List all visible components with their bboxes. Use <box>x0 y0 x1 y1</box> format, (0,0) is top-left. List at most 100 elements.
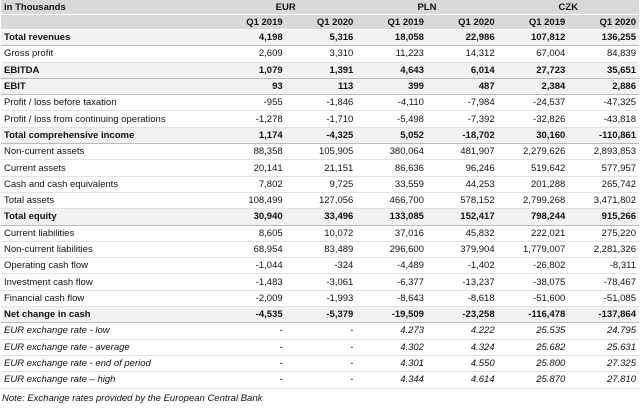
cell-value: -13,237 <box>426 273 498 291</box>
blank <box>1 14 215 30</box>
row-label: Current liabilities <box>1 225 215 242</box>
cell-value: -4,325 <box>285 127 357 145</box>
cell-value: -1,278 <box>215 110 286 128</box>
cell-value: -24,537 <box>497 94 569 112</box>
row-label: Current assets <box>1 159 215 177</box>
currency: EUR <box>215 0 357 15</box>
cell-value: -23,258 <box>426 306 498 324</box>
table-row: Current liabilities 8,605 10,072 37,016 45,8… <box>1 225 639 242</box>
row-label: Net change in cash <box>1 306 215 324</box>
cell-value: 222,021 <box>497 225 569 242</box>
cell-value: 27,723 <box>497 62 569 79</box>
cell-value: 380,064 <box>356 143 427 161</box>
cell-value: 5,052 <box>356 127 427 145</box>
cell-value: 113 <box>285 78 357 96</box>
table-row: EUR exchange rate - low - -4.273 4.222 25.53… <box>1 322 639 340</box>
cell-value: 2,384 <box>497 78 569 96</box>
period: Q1 2020 <box>568 14 639 30</box>
cell-value: 2,609 <box>215 45 286 63</box>
cell-value: -1,402 <box>426 257 498 275</box>
cell-value: -1,846 <box>285 94 357 112</box>
cell-value: 105,905 <box>285 143 357 161</box>
cell-value: -4,535 <box>215 306 286 324</box>
cell-value: -116,478 <box>497 306 569 324</box>
period: Q1 2019 <box>356 14 427 30</box>
cell-value: 1,174 <box>215 127 286 145</box>
cell-value: -32,826 <box>497 110 569 128</box>
table-row: Net change in cash -4,535 -5,379 -19,509 -23… <box>1 306 639 324</box>
row-label: Total comprehensive income <box>1 127 215 145</box>
cell-value: 9,725 <box>285 176 357 193</box>
cell-value: 35,651 <box>568 62 639 79</box>
cell-value: -8,643 <box>356 290 427 308</box>
period: Q1 2020 <box>285 14 357 30</box>
cell-value: 30,940 <box>215 208 286 226</box>
cell-value: -51,085 <box>568 290 639 308</box>
cell-value: 2,799,268 <box>497 192 569 210</box>
row-label: Profit / loss before taxation <box>1 94 215 112</box>
cell-value: -137,864 <box>568 306 639 324</box>
cell-value: - <box>285 339 357 356</box>
cell-value: 4,643 <box>356 62 427 79</box>
cell-value: -110,861 <box>568 127 639 145</box>
cell-value: -51,600 <box>497 290 569 308</box>
cell-value: 4.301 <box>356 355 427 373</box>
cell-value: -7,392 <box>426 110 498 128</box>
cell-value: 578,152 <box>426 192 498 210</box>
cell-value: 25.870 <box>497 371 569 389</box>
cell-value: 20,141 <box>215 159 286 177</box>
table-row: Operating cash flow -1,044 -324 -4,489 -1,40… <box>1 257 639 275</box>
cell-value: 2,279,626 <box>497 143 569 161</box>
row-label: Total assets <box>1 192 215 210</box>
cell-value: 4.550 <box>426 355 498 373</box>
cell-value: 1,391 <box>285 62 357 79</box>
row-label: Operating cash flow <box>1 257 215 275</box>
cell-value: 519,642 <box>497 159 569 177</box>
cell-value: 265,742 <box>568 176 639 193</box>
cell-value: - <box>285 322 357 340</box>
cell-value: 37,016 <box>356 225 427 242</box>
cell-value: 21,151 <box>285 159 357 177</box>
cell-value: 3,471,802 <box>568 192 639 210</box>
table-row: EBITDA 1,079 1,391 4,643 6,014 27,723 35,651 <box>1 62 639 79</box>
cell-value: 14,312 <box>426 45 498 63</box>
cell-value: 1,079 <box>215 62 286 79</box>
table-row: Total comprehensive income 1,174 -4,325 5,0… <box>1 127 639 145</box>
cell-value: 4.324 <box>426 339 498 356</box>
cell-value: 27.325 <box>568 355 639 373</box>
cell-value: 481,907 <box>426 143 498 161</box>
table-row: Non-current assets 88,358 105,905 380,064 48… <box>1 143 639 161</box>
cell-value: -18,702 <box>426 127 498 145</box>
cell-value: -324 <box>285 257 357 275</box>
header-row: in Thousands EUR PLN CZK <box>1 0 639 15</box>
row-label: Investment cash flow <box>1 273 215 291</box>
row-label: Non-current liabilities <box>1 241 215 259</box>
cell-value: -1,044 <box>215 257 286 275</box>
cell-value: 798,244 <box>497 208 569 226</box>
cell-value: -7,984 <box>426 94 498 112</box>
cell-value: 22,986 <box>426 29 498 47</box>
cell-value: 4.614 <box>426 371 498 389</box>
cell-value: -43,818 <box>568 110 639 128</box>
table-row: Current assets 20,141 21,151 86,636 96,246 51… <box>1 159 639 177</box>
cell-value: 379,904 <box>426 241 498 259</box>
cell-value: 18,058 <box>356 29 427 47</box>
row-label: Gross profit <box>1 45 215 63</box>
cell-value: 33,559 <box>356 176 427 193</box>
cell-value: -4,489 <box>356 257 427 275</box>
row-label: EUR exchange rate - end of period <box>1 355 215 373</box>
cell-value: -26,802 <box>497 257 569 275</box>
row-label: Non-current assets <box>1 143 215 161</box>
cell-value: 466,700 <box>356 192 427 210</box>
cell-value: -1,710 <box>285 110 357 128</box>
cell-value: 296,600 <box>356 241 427 259</box>
table-row: Cash and cash equivalents 7,802 9,725 33,55… <box>1 176 639 193</box>
cell-value: 44,253 <box>426 176 498 193</box>
cell-value: 2,281,326 <box>568 241 639 259</box>
cell-value: - <box>285 355 357 373</box>
row-label: EBITDA <box>1 62 215 79</box>
cell-value: 68,954 <box>215 241 286 259</box>
table-row: EBIT 93 113 399 487 2,384 2,886 <box>1 78 639 96</box>
cell-value: -955 <box>215 94 286 112</box>
